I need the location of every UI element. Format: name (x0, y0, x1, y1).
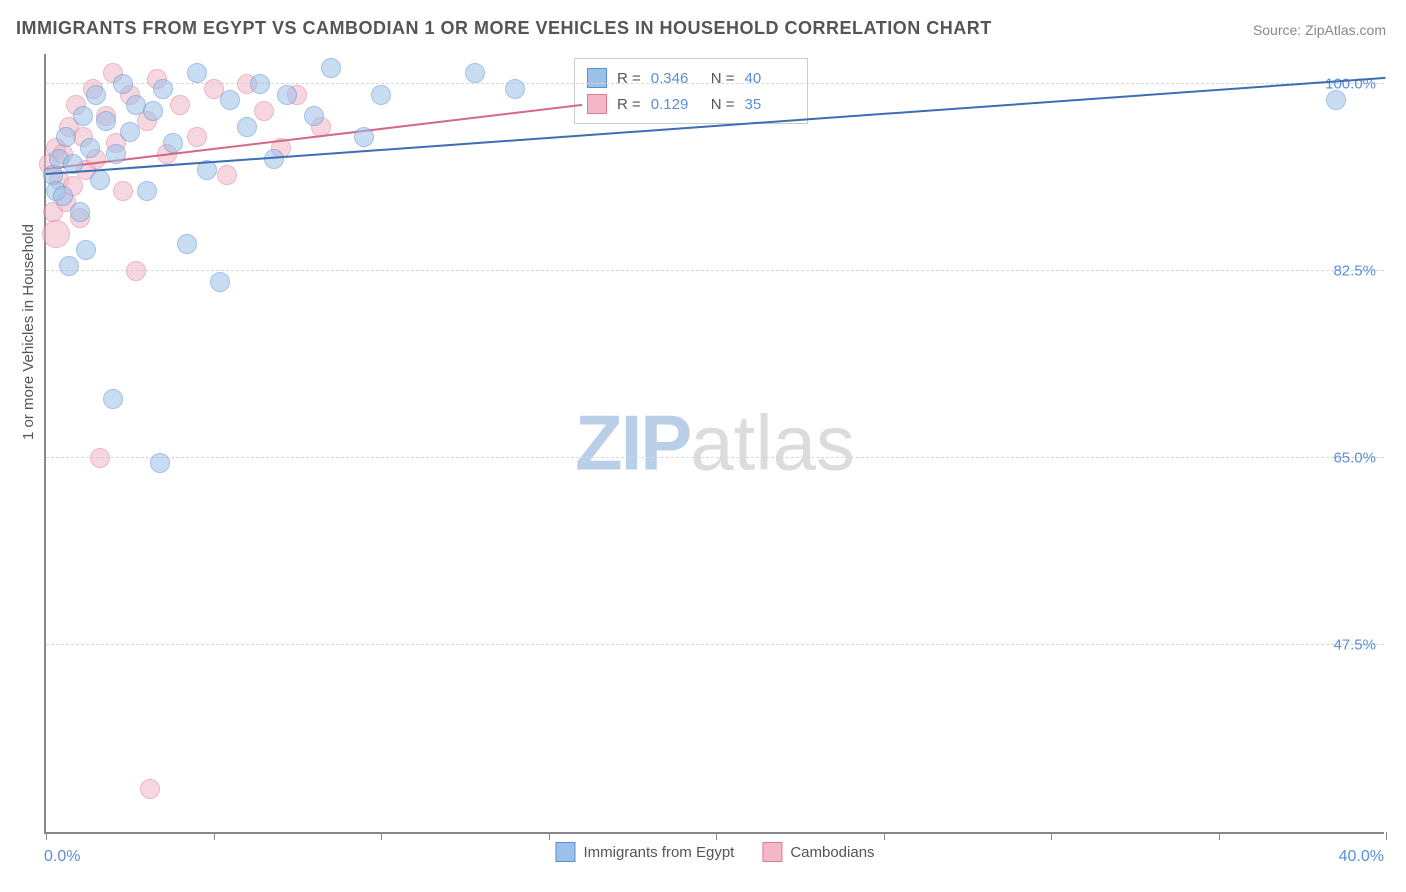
legend-item-cambodian: Cambodians (762, 842, 874, 862)
egypt-point (113, 74, 133, 94)
gridline (46, 270, 1384, 271)
egypt-point (53, 186, 73, 206)
egypt-point (143, 101, 163, 121)
egypt-point (321, 58, 341, 78)
y-tick-label: 47.5% (1333, 637, 1376, 654)
cambodian-point (113, 181, 133, 201)
legend-row-cambodian: R = 0.129 N = 35 (587, 91, 795, 117)
swatch-cambodian-icon (762, 842, 782, 862)
watermark: ZIPatlas (575, 398, 855, 489)
legend-n-cambodian: 35 (745, 96, 795, 113)
legend-label-cambodian: Cambodians (790, 844, 874, 861)
gridline (46, 457, 1384, 458)
x-tick (716, 832, 717, 840)
cambodian-point (90, 448, 110, 468)
egypt-point (237, 117, 257, 137)
egypt-point (465, 63, 485, 83)
egypt-point (153, 79, 173, 99)
egypt-point (103, 389, 123, 409)
egypt-point (59, 256, 79, 276)
plot-area: ZIPatlas R = 0.346 N = 40 R = 0.129 N = … (44, 54, 1384, 834)
egypt-point (187, 63, 207, 83)
legend-label-egypt: Immigrants from Egypt (583, 844, 734, 861)
swatch-egypt (587, 68, 607, 88)
legend-item-egypt: Immigrants from Egypt (555, 842, 734, 862)
legend-row-egypt: R = 0.346 N = 40 (587, 65, 795, 91)
x-tick (381, 832, 382, 840)
swatch-cambodian (587, 94, 607, 114)
egypt-point (73, 106, 93, 126)
egypt-point (96, 111, 116, 131)
egypt-point (90, 170, 110, 190)
egypt-point (163, 133, 183, 153)
egypt-point (137, 181, 157, 201)
series-legend: Immigrants from Egypt Cambodians (555, 842, 874, 862)
x-axis-min-label: 0.0% (44, 848, 80, 866)
egypt-point (304, 106, 324, 126)
y-axis-title: 1 or more Vehicles in Household (20, 224, 37, 440)
egypt-point (371, 85, 391, 105)
x-tick (549, 832, 550, 840)
x-tick (1219, 832, 1220, 840)
egypt-point (354, 127, 374, 147)
egypt-point (106, 144, 126, 164)
watermark-atlas: atlas (690, 399, 855, 487)
egypt-point (86, 85, 106, 105)
cambodian-point (254, 101, 274, 121)
egypt-point (177, 234, 197, 254)
x-tick (1051, 832, 1052, 840)
egypt-point (220, 90, 240, 110)
egypt-point (56, 127, 76, 147)
egypt-point (76, 240, 96, 260)
cambodian-point (217, 165, 237, 185)
cambodian-point (187, 127, 207, 147)
legend-n-label: N = (711, 96, 735, 113)
egypt-point (70, 202, 90, 222)
egypt-point (277, 85, 297, 105)
egypt-point (250, 74, 270, 94)
y-tick-label: 82.5% (1333, 263, 1376, 280)
x-tick (1386, 832, 1387, 840)
source-attribution: Source: ZipAtlas.com (1253, 22, 1386, 38)
y-tick-label: 65.0% (1333, 450, 1376, 467)
egypt-point (210, 272, 230, 292)
x-tick (884, 832, 885, 840)
x-tick (214, 832, 215, 840)
watermark-zip: ZIP (575, 399, 690, 487)
cambodian-point (140, 779, 160, 799)
egypt-point (1326, 90, 1346, 110)
egypt-point (150, 453, 170, 473)
swatch-egypt-icon (555, 842, 575, 862)
cambodian-point (170, 95, 190, 115)
egypt-point (80, 138, 100, 158)
legend-r-label: R = (617, 96, 641, 113)
gridline (46, 644, 1384, 645)
chart-title: IMMIGRANTS FROM EGYPT VS CAMBODIAN 1 OR … (16, 18, 992, 39)
cambodian-point (42, 220, 70, 248)
x-tick (46, 832, 47, 840)
legend-r-cambodian: 0.129 (651, 96, 701, 113)
x-axis-max-label: 40.0% (1339, 848, 1384, 866)
cambodian-point (126, 261, 146, 281)
correlation-legend: R = 0.346 N = 40 R = 0.129 N = 35 (574, 58, 808, 124)
egypt-point (120, 122, 140, 142)
egypt-point (505, 79, 525, 99)
